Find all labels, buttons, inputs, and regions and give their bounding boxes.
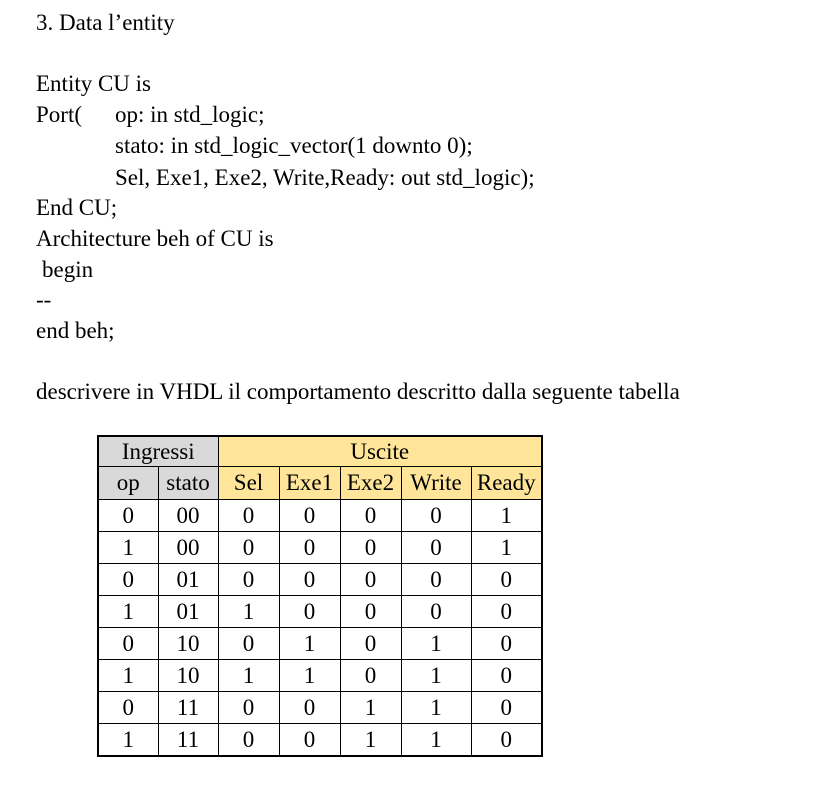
table-row: 0 01 0 0 0 0 0 — [97, 563, 543, 596]
code-entity-line: Entity CU is — [36, 71, 152, 96]
cell-exe2: 0 — [339, 563, 402, 596]
cell-op: 1 — [97, 531, 159, 564]
cell-write: 0 — [400, 595, 472, 628]
cell-exe2: 0 — [339, 499, 402, 532]
cell-exe2: 1 — [339, 691, 402, 724]
task-instruction: descrivere in VHDL il comportamento desc… — [36, 379, 680, 404]
cell-op: 1 — [97, 723, 159, 757]
cell-ready: 0 — [470, 659, 543, 692]
cell-ready: 1 — [470, 531, 543, 564]
cell-write: 1 — [400, 691, 472, 724]
cell-op: 0 — [97, 499, 159, 532]
cell-ready: 0 — [470, 563, 543, 596]
cell-op: 0 — [97, 563, 159, 596]
column-header-exe1: Exe1 — [278, 466, 341, 500]
table-row: 1 11 0 0 1 1 0 — [97, 723, 543, 757]
table-column-header-row: op stato Sel Exe1 Exe2 Write Ready — [97, 466, 543, 500]
cell-ready: 1 — [470, 499, 543, 532]
outputs-group-header: Uscite — [217, 435, 543, 467]
code-end-entity: End CU; — [36, 195, 118, 220]
cell-op: 0 — [97, 627, 159, 660]
cell-exe1: 0 — [278, 531, 341, 564]
cell-stato: 11 — [157, 723, 219, 757]
cell-exe1: 0 — [278, 595, 341, 628]
cell-stato: 01 — [157, 563, 219, 596]
cell-sel: 0 — [217, 531, 280, 564]
cell-exe1: 0 — [278, 563, 341, 596]
cell-exe2: 0 — [339, 531, 402, 564]
cell-sel: 1 — [217, 595, 280, 628]
cell-write: 1 — [400, 627, 472, 660]
cell-exe2: 0 — [339, 627, 402, 660]
cell-exe2: 0 — [339, 659, 402, 692]
column-header-exe2: Exe2 — [339, 466, 402, 500]
table-row: 0 10 0 1 0 1 0 — [97, 627, 543, 660]
cell-op: 0 — [97, 691, 159, 724]
column-header-ready: Ready — [470, 466, 543, 500]
cell-write: 0 — [400, 499, 472, 532]
cell-exe1: 1 — [278, 659, 341, 692]
code-output-ports: Sel, Exe1, Exe2, Write,Ready: out std_lo… — [115, 165, 535, 190]
column-header-op: op — [97, 466, 159, 500]
cell-ready: 0 — [470, 595, 543, 628]
code-placeholder-comment: -- — [36, 287, 52, 312]
cell-op: 1 — [97, 659, 159, 692]
code-stato-port: stato: in std_logic_vector(1 downto 0); — [115, 133, 473, 158]
cell-stato: 00 — [157, 531, 219, 564]
cell-ready: 0 — [470, 627, 543, 660]
table-row: 1 10 1 1 0 1 0 — [97, 659, 543, 692]
cell-sel: 0 — [217, 627, 280, 660]
cell-stato: 10 — [157, 659, 219, 692]
truth-table: Ingressi Uscite op stato Sel Exe1 Exe2 W… — [97, 435, 543, 757]
table-row: 0 00 0 0 0 0 1 — [97, 499, 543, 532]
cell-stato: 00 — [157, 499, 219, 532]
cell-ready: 0 — [470, 723, 543, 757]
cell-stato: 01 — [157, 595, 219, 628]
code-begin: begin — [42, 257, 94, 282]
cell-ready: 0 — [470, 691, 543, 724]
cell-exe2: 1 — [339, 723, 402, 757]
cell-sel: 0 — [217, 563, 280, 596]
cell-exe1: 0 — [278, 691, 341, 724]
column-header-sel: Sel — [217, 466, 280, 500]
column-header-stato: stato — [157, 466, 219, 500]
cell-write: 1 — [400, 723, 472, 757]
cell-exe1: 0 — [278, 499, 341, 532]
cell-stato: 11 — [157, 691, 219, 724]
cell-sel: 0 — [217, 691, 280, 724]
exercise-heading: 3. Data l’entity — [36, 10, 175, 35]
table-group-header-row: Ingressi Uscite — [97, 435, 543, 467]
cell-exe2: 0 — [339, 595, 402, 628]
cell-sel: 0 — [217, 499, 280, 532]
cell-exe1: 1 — [278, 627, 341, 660]
cell-stato: 10 — [157, 627, 219, 660]
cell-sel: 0 — [217, 723, 280, 757]
table-row: 1 00 0 0 0 0 1 — [97, 531, 543, 564]
cell-exe1: 0 — [278, 723, 341, 757]
column-header-write: Write — [400, 466, 472, 500]
code-port-keyword: Port( — [36, 102, 82, 127]
table-row: 1 01 1 0 0 0 0 — [97, 595, 543, 628]
cell-sel: 1 — [217, 659, 280, 692]
cell-write: 1 — [400, 659, 472, 692]
cell-write: 0 — [400, 563, 472, 596]
inputs-group-header: Ingressi — [97, 435, 219, 467]
code-architecture-line: Architecture beh of CU is — [36, 226, 274, 251]
cell-write: 0 — [400, 531, 472, 564]
table-row: 0 11 0 0 1 1 0 — [97, 691, 543, 724]
code-op-port: op: in std_logic; — [115, 102, 265, 127]
code-end-architecture: end beh; — [36, 318, 115, 343]
cell-op: 1 — [97, 595, 159, 628]
